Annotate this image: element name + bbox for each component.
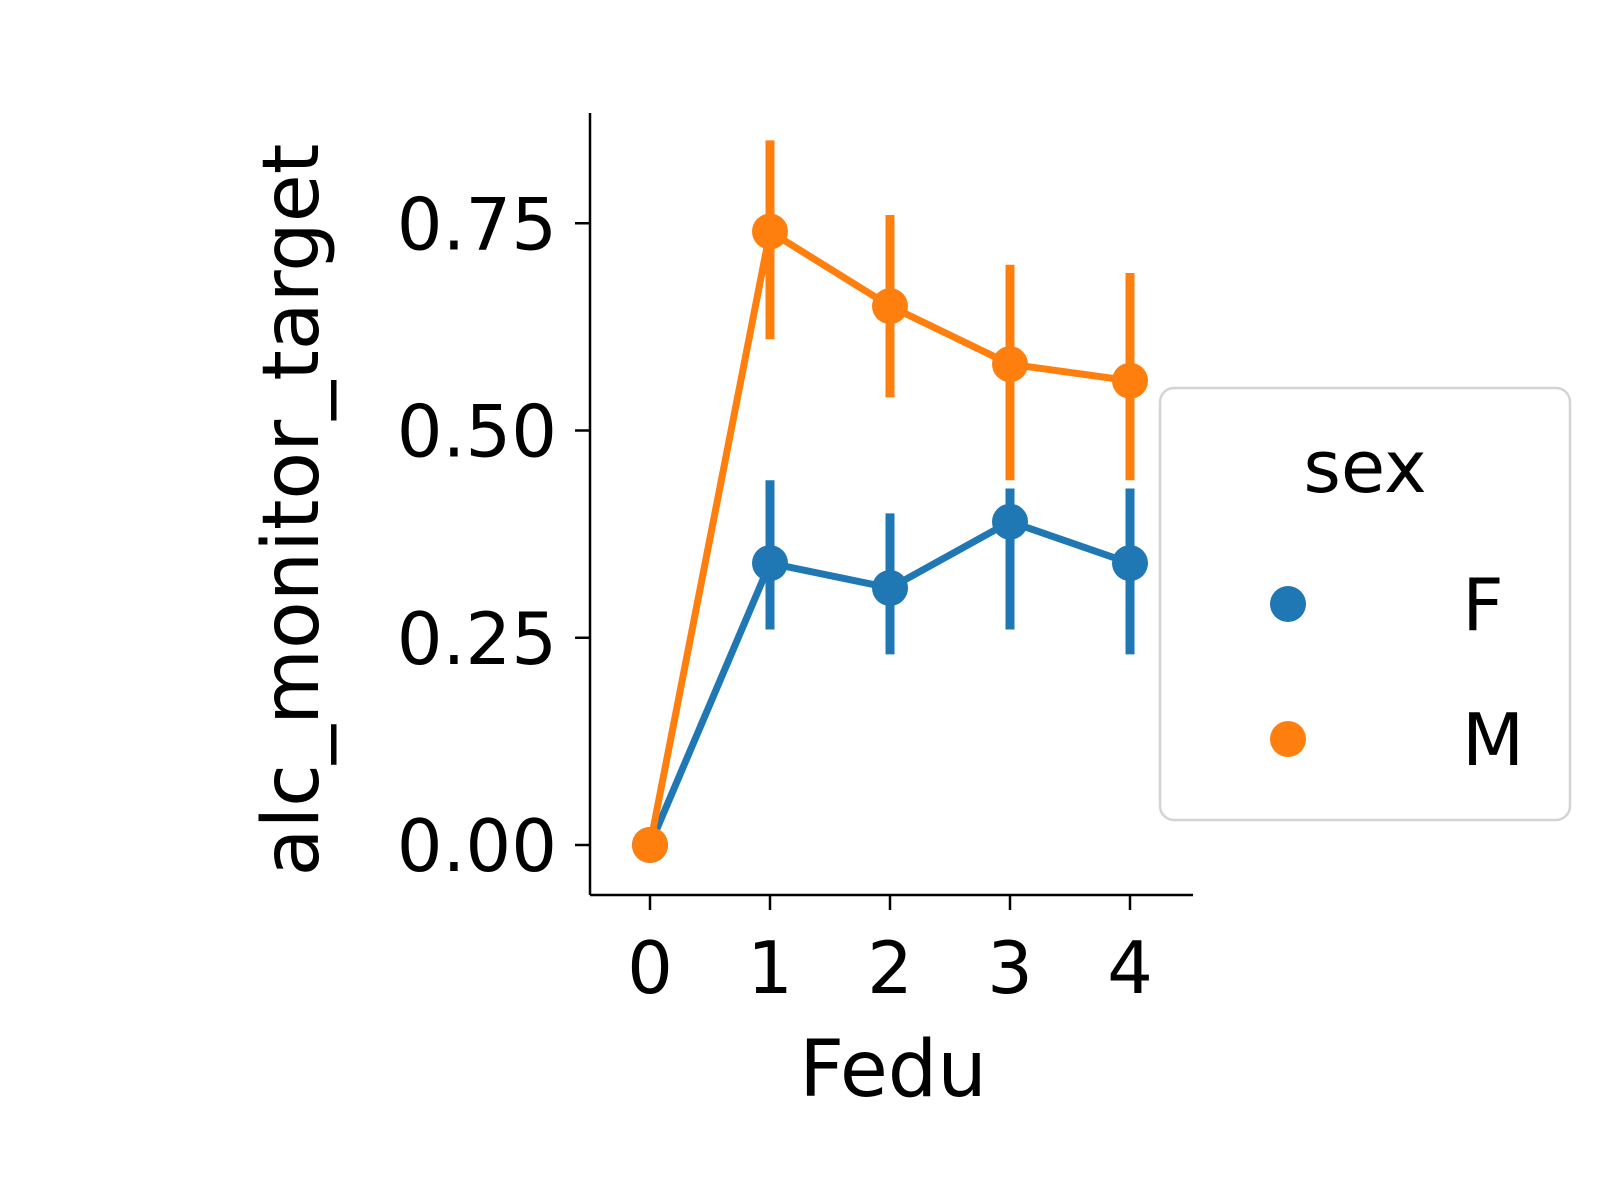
series-m xyxy=(632,140,1148,863)
x-tick-label: 0 xyxy=(627,926,673,1010)
y-axis: 0.00 0.25 0.50 0.75 alc_monitor_target xyxy=(247,113,592,895)
x-tick-label: 1 xyxy=(747,926,793,1010)
y-ticks: 0.00 0.25 0.50 0.75 xyxy=(397,182,590,888)
y-axis-label: alc_monitor_target xyxy=(247,144,337,877)
x-tick-label: 3 xyxy=(987,926,1033,1010)
x-axis: 0 1 2 3 4 Fedu xyxy=(590,893,1193,1115)
legend-marker-f xyxy=(1270,586,1306,622)
data-point-m xyxy=(752,213,788,250)
x-axis-label: Fedu xyxy=(799,1025,987,1115)
x-tick-label: 2 xyxy=(867,926,913,1010)
y-tick-label: 0.50 xyxy=(397,390,557,474)
data-point-m xyxy=(872,288,908,325)
plot-area xyxy=(632,140,1148,863)
data-point-m xyxy=(632,827,668,863)
x-tick-label: 4 xyxy=(1107,926,1153,1010)
legend-label-m: M xyxy=(1462,698,1524,782)
y-tick-label: 0.00 xyxy=(397,804,557,888)
legend-label-f: F xyxy=(1462,563,1503,647)
data-point-f xyxy=(872,570,908,607)
data-point-f xyxy=(752,545,788,582)
y-tick-label: 0.25 xyxy=(397,597,557,681)
y-tick-label: 0.75 xyxy=(397,182,557,266)
data-point-f xyxy=(1112,545,1148,582)
legend-frame xyxy=(1158,386,1572,822)
legend-marker-m xyxy=(1270,721,1306,757)
data-point-f xyxy=(992,503,1028,540)
legend-title: sex xyxy=(1303,425,1426,509)
data-point-m xyxy=(1112,362,1148,399)
legend: sex F M xyxy=(1158,386,1572,822)
data-point-m xyxy=(992,346,1028,383)
x-ticks: 0 1 2 3 4 xyxy=(627,895,1153,1010)
